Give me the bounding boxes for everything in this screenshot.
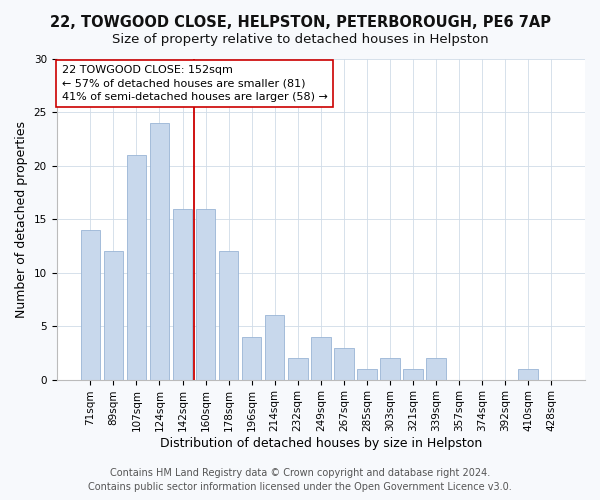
Bar [173, 208, 193, 380]
Text: 22 TOWGOOD CLOSE: 152sqm
← 57% of detached houses are smaller (81)
41% of semi-d: 22 TOWGOOD CLOSE: 152sqm ← 57% of detach… [62, 66, 328, 102]
Bar [380, 358, 400, 380]
Bar [403, 369, 423, 380]
Bar [127, 155, 146, 380]
Bar [149, 123, 169, 380]
Bar [196, 208, 215, 380]
Bar [80, 230, 100, 380]
Y-axis label: Number of detached properties: Number of detached properties [15, 121, 28, 318]
Bar [426, 358, 446, 380]
Text: Size of property relative to detached houses in Helpston: Size of property relative to detached ho… [112, 32, 488, 46]
Bar [311, 337, 331, 380]
Bar [288, 358, 308, 380]
Text: Contains HM Land Registry data © Crown copyright and database right 2024.
Contai: Contains HM Land Registry data © Crown c… [88, 468, 512, 492]
Bar [357, 369, 377, 380]
Bar [242, 337, 262, 380]
Text: 22, TOWGOOD CLOSE, HELPSTON, PETERBOROUGH, PE6 7AP: 22, TOWGOOD CLOSE, HELPSTON, PETERBOROUG… [49, 15, 551, 30]
Bar [265, 316, 284, 380]
Bar [518, 369, 538, 380]
X-axis label: Distribution of detached houses by size in Helpston: Distribution of detached houses by size … [160, 437, 482, 450]
Bar [334, 348, 353, 380]
Bar [219, 252, 238, 380]
Bar [104, 252, 123, 380]
